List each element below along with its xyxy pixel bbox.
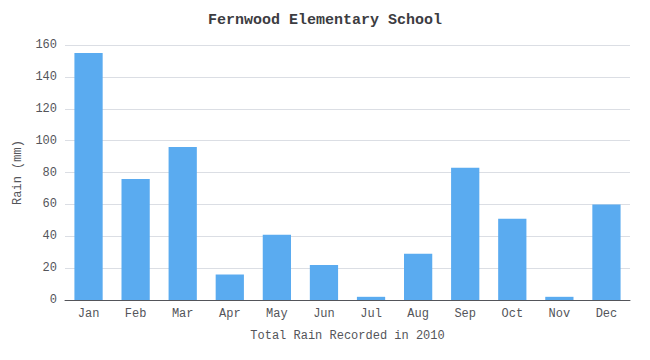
svg-text:Fernwood Elementary School: Fernwood Elementary School [208, 12, 442, 29]
svg-text:80: 80 [43, 166, 57, 180]
svg-text:Total Rain Recorded in 2010: Total Rain Recorded in 2010 [250, 329, 444, 343]
svg-text:60: 60 [43, 197, 57, 211]
svg-text:Dec: Dec [596, 307, 618, 321]
svg-text:20: 20 [43, 261, 57, 275]
svg-text:Oct: Oct [501, 307, 523, 321]
svg-text:40: 40 [43, 229, 57, 243]
svg-text:Jan: Jan [78, 307, 100, 321]
svg-text:Feb: Feb [125, 307, 147, 321]
svg-text:160: 160 [35, 38, 57, 52]
svg-text:Sep: Sep [454, 307, 476, 321]
svg-text:Nov: Nov [549, 307, 571, 321]
svg-text:Rain (mm): Rain (mm) [11, 140, 25, 205]
svg-text:Jun: Jun [313, 307, 335, 321]
svg-text:0: 0 [50, 293, 57, 307]
svg-text:Aug: Aug [407, 307, 429, 321]
svg-text:120: 120 [35, 102, 57, 116]
svg-text:May: May [266, 307, 288, 321]
svg-text:140: 140 [35, 70, 57, 84]
svg-text:Jul: Jul [360, 307, 382, 321]
svg-text:100: 100 [35, 134, 57, 148]
svg-text:Mar: Mar [172, 307, 194, 321]
svg-text:Apr: Apr [219, 307, 241, 321]
